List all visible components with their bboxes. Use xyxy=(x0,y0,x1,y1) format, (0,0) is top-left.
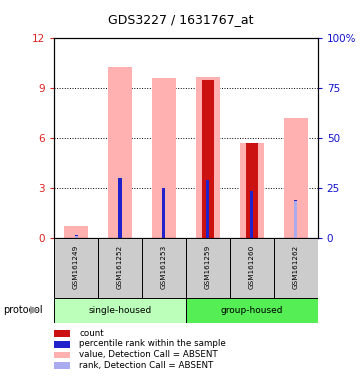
Bar xyxy=(108,67,132,238)
Text: protocol: protocol xyxy=(4,305,43,315)
Bar xyxy=(118,178,122,238)
Bar xyxy=(152,78,176,238)
Bar xyxy=(202,80,214,238)
Bar xyxy=(245,143,258,238)
Bar xyxy=(294,200,297,238)
Bar xyxy=(186,238,230,298)
Bar xyxy=(54,238,98,298)
Bar xyxy=(186,298,318,323)
Bar xyxy=(98,238,142,298)
Bar xyxy=(162,188,165,238)
Text: GSM161262: GSM161262 xyxy=(293,245,299,289)
Bar xyxy=(64,227,88,238)
Text: GSM161259: GSM161259 xyxy=(205,245,211,289)
Text: GSM161253: GSM161253 xyxy=(161,245,167,289)
Text: group-housed: group-housed xyxy=(221,306,283,314)
Text: GSM161249: GSM161249 xyxy=(73,245,79,289)
Text: single-housed: single-housed xyxy=(88,306,152,314)
Text: GDS3227 / 1631767_at: GDS3227 / 1631767_at xyxy=(108,13,253,26)
Bar xyxy=(196,77,220,238)
Bar xyxy=(142,238,186,298)
Bar xyxy=(206,180,209,238)
Bar xyxy=(294,202,297,238)
Bar xyxy=(274,238,318,298)
Text: GSM161252: GSM161252 xyxy=(117,245,123,289)
Text: GSM161260: GSM161260 xyxy=(249,245,255,289)
Text: rank, Detection Call = ABSENT: rank, Detection Call = ABSENT xyxy=(79,361,214,370)
Text: value, Detection Call = ABSENT: value, Detection Call = ABSENT xyxy=(79,350,218,359)
Text: count: count xyxy=(79,329,104,338)
Bar xyxy=(284,118,308,238)
Bar xyxy=(230,238,274,298)
Text: percentile rank within the sample: percentile rank within the sample xyxy=(79,339,226,348)
Bar xyxy=(240,143,264,238)
Text: ▶: ▶ xyxy=(30,305,39,315)
Bar xyxy=(75,235,78,238)
Bar xyxy=(250,192,253,238)
Bar xyxy=(54,298,186,323)
Bar xyxy=(75,235,78,238)
